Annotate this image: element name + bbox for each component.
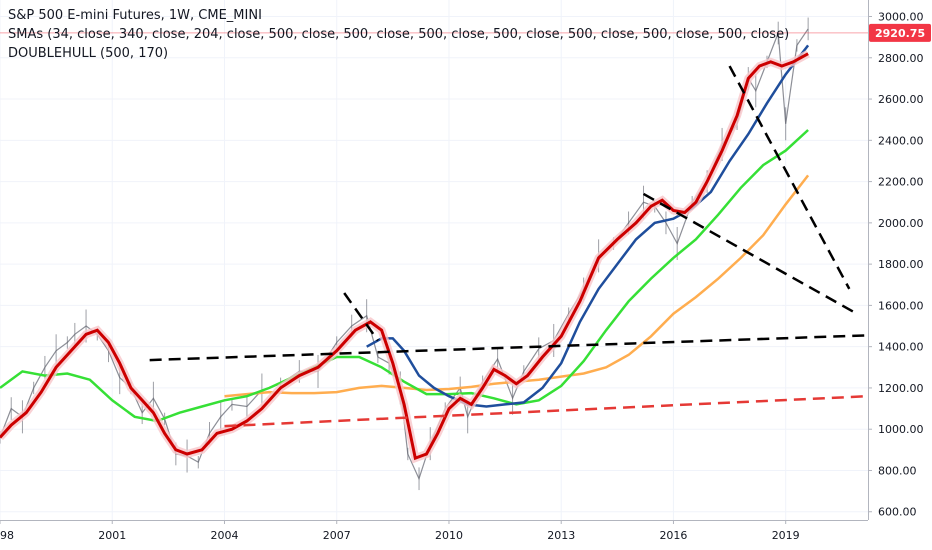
x-tick-label: 2001 <box>98 529 126 542</box>
doublehull-indicator-label[interactable]: DOUBLEHULL (500, 170) <box>8 46 169 61</box>
trendlines <box>0 32 869 428</box>
symbol-title[interactable]: S&P 500 E-mini Futures, 1W, CME_MINI <box>8 8 262 23</box>
trendline-black_3 <box>728 65 851 290</box>
x-tick-label: 2010 <box>435 529 463 542</box>
last-price-tag <box>869 23 931 42</box>
grid <box>0 0 868 520</box>
price-axis-bg <box>868 0 932 550</box>
trendline-black_1 <box>149 334 869 362</box>
y-tick-label: 2800.00 <box>878 52 924 65</box>
trendline-red_1 <box>224 394 869 428</box>
hull-red-line <box>0 52 809 461</box>
y-tick-label: 1600.00 <box>878 299 924 312</box>
y-tick-label: 1800.00 <box>878 258 924 271</box>
y-tick-label: 1000.00 <box>878 423 924 436</box>
sma-orange-line <box>224 174 810 398</box>
y-tick-label: 800.00 <box>878 464 917 477</box>
x-tick-label: 2019 <box>772 529 800 542</box>
sma-indicator-label[interactable]: SMAs (34, close, 340, close, 204, close,… <box>8 27 790 42</box>
y-tick-label: 2400.00 <box>878 134 924 147</box>
y-tick-label: 3000.00 <box>878 11 924 24</box>
trendline-black_2 <box>642 192 858 315</box>
x-tick-label: 1998 <box>0 529 14 542</box>
y-tick-label: 2000.00 <box>878 217 924 230</box>
time-axis-bg <box>0 520 932 550</box>
last-price-label: 2920.75 <box>875 27 925 40</box>
hull-glow-line <box>0 50 811 464</box>
y-tick-label: 2200.00 <box>878 176 924 189</box>
plot-series <box>0 17 811 491</box>
trendline-black_4 <box>343 292 379 342</box>
sma-blue-line <box>366 44 810 408</box>
sma-green-line <box>0 129 809 423</box>
y-tick-label: 2600.00 <box>878 93 924 106</box>
x-tick-label: 2007 <box>323 529 351 542</box>
y-tick-label: 600.00 <box>878 506 917 519</box>
y-tick-label: 1200.00 <box>878 382 924 395</box>
x-tick-label: 2004 <box>210 529 238 542</box>
legend: S&P 500 E-mini Futures, 1W, CME_MINI SMA… <box>8 6 789 63</box>
x-tick-label: 2013 <box>547 529 575 542</box>
y-tick-label: 1400.00 <box>878 341 924 354</box>
x-tick-label: 2016 <box>659 529 687 542</box>
